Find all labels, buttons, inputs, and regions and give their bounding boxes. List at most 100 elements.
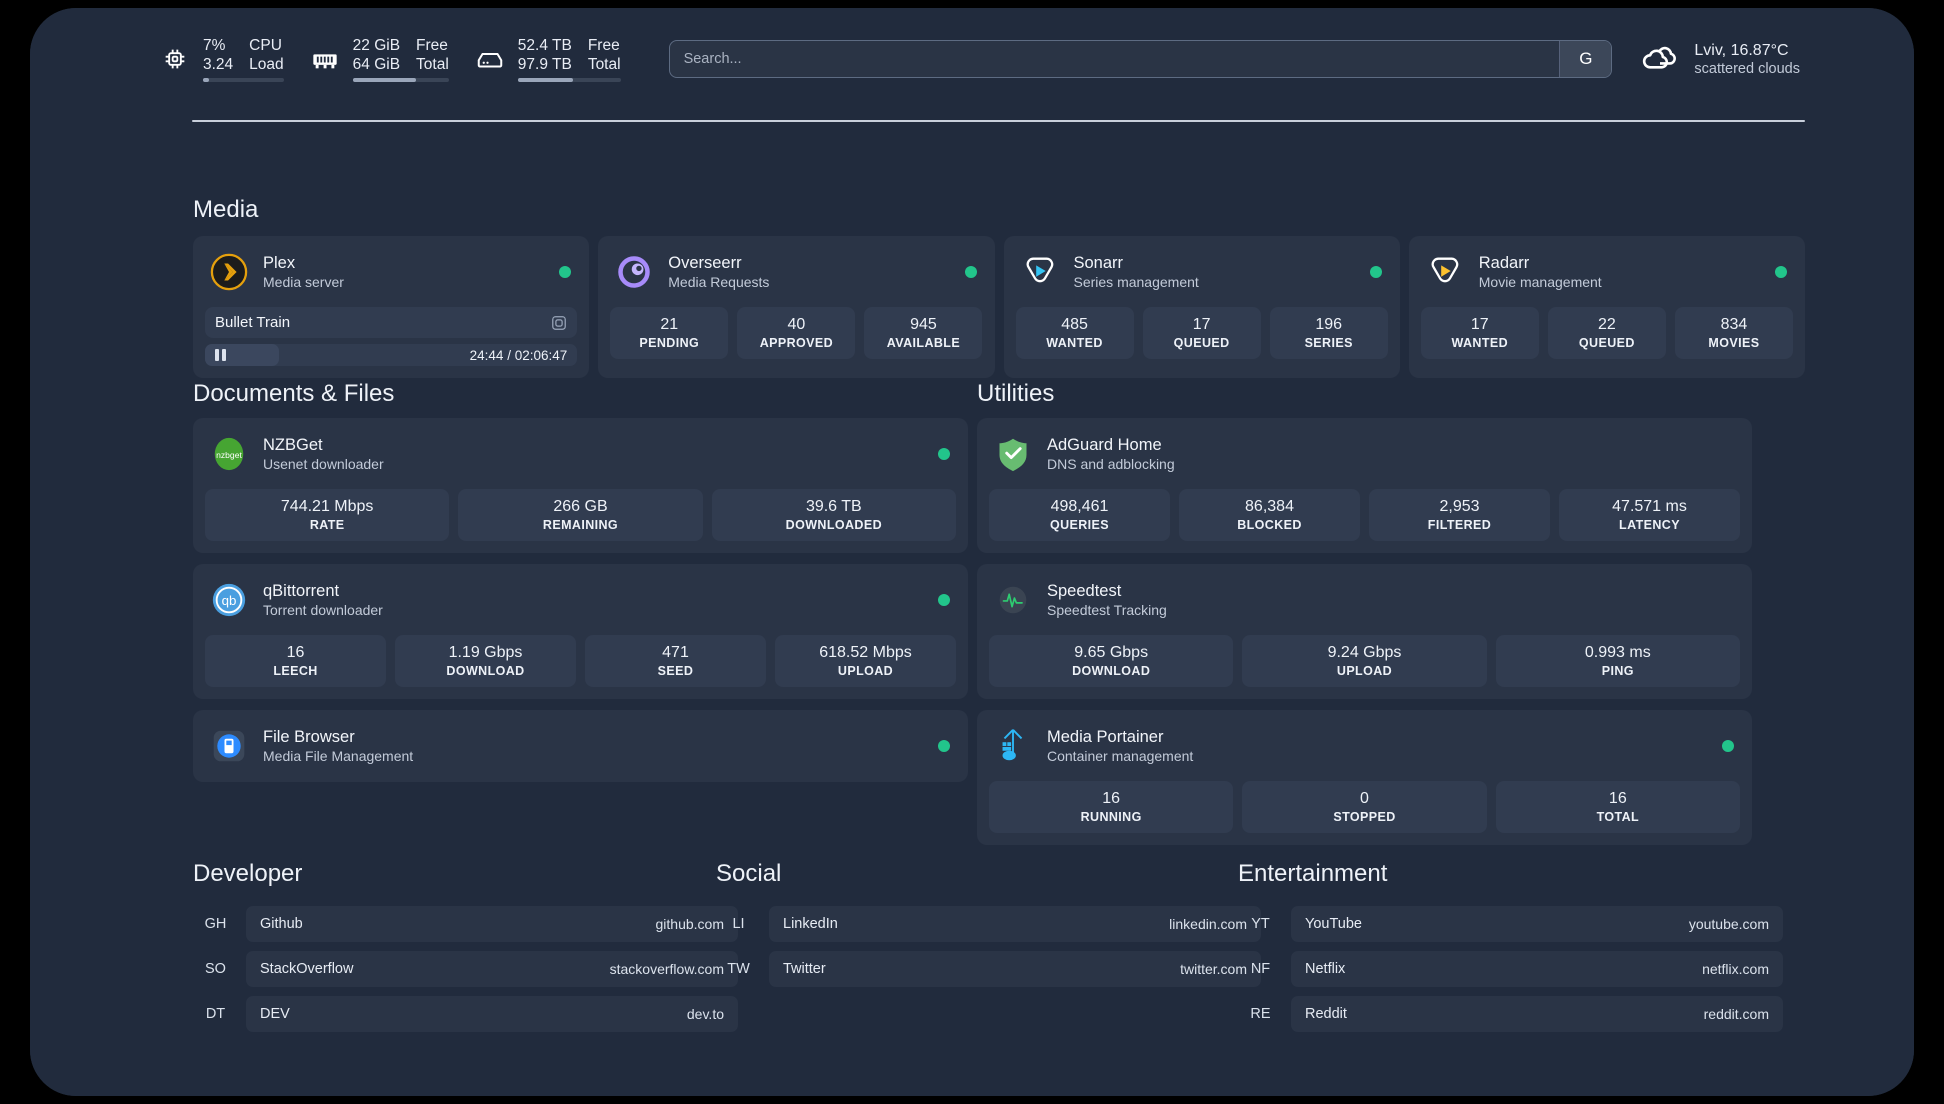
service-card-radarr[interactable]: Radarr Movie management 17 WANTED 22 QUE… — [1408, 236, 1805, 378]
service-card-file-browser[interactable]: File Browser Media File Management — [193, 710, 968, 782]
disk-stat-group: 52.4 TB 97.9 TB Free Total — [475, 36, 621, 82]
stat-label: RATE — [309, 518, 345, 532]
stat-value: 196 — [1315, 316, 1343, 333]
sonarr-icon — [1020, 252, 1060, 292]
bookmark-item[interactable]: YT YouTube youtube.com — [1238, 906, 1783, 942]
service-card-nzbget[interactable]: nzbget NZBGet Usenet downloader 744.21 M… — [193, 418, 968, 553]
bookmark-item[interactable]: TW Twitter twitter.com — [716, 951, 1261, 987]
status-badge — [559, 266, 572, 278]
cast-icon[interactable] — [551, 315, 567, 331]
stat-value: 1.19 Gbps — [448, 644, 523, 661]
plex-icon — [209, 252, 249, 292]
stat-value: 471 — [662, 644, 689, 661]
memory-label-bottom: Total — [416, 56, 449, 73]
disk-label-bottom: Total — [587, 56, 621, 73]
search-input[interactable] — [669, 41, 1560, 77]
bookmark-link[interactable]: Github github.com — [246, 906, 738, 942]
playback-progress-bar[interactable]: 24:44 / 02:06:47 — [205, 344, 578, 366]
card-subtitle: Torrent downloader — [263, 602, 383, 618]
bookmark-name: DEV — [260, 1006, 290, 1022]
documents-column: nzbget NZBGet Usenet downloader 744.21 M… — [193, 418, 968, 782]
stat-value: 47.571 ms — [1612, 498, 1687, 515]
bookmark-item[interactable]: SO StackOverflow stackoverflow.com — [193, 951, 738, 987]
utilities-column: AdGuard Home DNS and adblocking 498,461 … — [977, 418, 1752, 845]
bookmark-link[interactable]: Twitter twitter.com — [769, 951, 1261, 987]
portainer-icon — [993, 726, 1033, 766]
search-bar[interactable]: G — [668, 40, 1613, 78]
stat-queued: 17 QUEUED — [1142, 307, 1261, 359]
stat-remaining: 266 GB REMAINING — [458, 489, 703, 541]
ram-icon — [310, 44, 340, 74]
stat-label: SERIES — [1304, 336, 1353, 350]
stat-label: LEECH — [273, 664, 318, 678]
google-icon[interactable]: G — [1559, 41, 1612, 77]
stat-pending: 21 PENDING — [610, 307, 729, 359]
disk-total-value: 97.9 TB — [517, 56, 572, 73]
stat-label: FILTERED — [1427, 518, 1492, 532]
stat-label: BLOCKED — [1237, 518, 1302, 532]
bookmark-link[interactable]: Reddit reddit.com — [1291, 996, 1783, 1032]
bookmark-group-title: Developer — [193, 860, 303, 887]
service-card-overseerr[interactable]: Overseerr Media Requests 21 PENDING 40 A… — [598, 236, 995, 378]
bookmark-link[interactable]: DEV dev.to — [246, 996, 738, 1032]
stat-running: 16 RUNNING — [989, 781, 1234, 833]
stat-download: 1.19 Gbps DOWNLOAD — [395, 635, 576, 687]
bookmark-item[interactable]: LI LinkedIn linkedin.com — [716, 906, 1261, 942]
stat-download: 9.65 Gbps DOWNLOAD — [989, 635, 1234, 687]
stat-label: QUERIES — [1049, 518, 1110, 532]
bookmark-name: Twitter — [783, 961, 826, 977]
bookmark-link[interactable]: YouTube youtube.com — [1291, 906, 1783, 942]
card-stats-row: 9.65 Gbps DOWNLOAD 9.24 Gbps UPLOAD 0.99… — [989, 635, 1740, 687]
bookmark-url: twitter.com — [1180, 961, 1247, 977]
stat-value: 9.65 Gbps — [1074, 644, 1149, 661]
bookmark-item[interactable]: DT DEV dev.to — [193, 996, 738, 1032]
stat-value: 744.21 Mbps — [280, 498, 374, 515]
bookmark-group-entertainment: Entertainment YT YouTube youtube.com NF … — [1238, 860, 1783, 1041]
card-stats-row: 16 RUNNING 0 STOPPED 16 TOTAL — [989, 781, 1740, 833]
section-title-media: Media — [193, 196, 259, 223]
card-title: Sonarr — [1073, 254, 1124, 272]
overseerr-icon — [614, 252, 654, 292]
speedtest-icon — [993, 580, 1033, 620]
bookmark-item[interactable]: GH Github github.com — [193, 906, 738, 942]
bookmark-link[interactable]: Netflix netflix.com — [1291, 951, 1783, 987]
stat-value: 16 — [1608, 790, 1627, 807]
bookmark-link[interactable]: StackOverflow stackoverflow.com — [246, 951, 738, 987]
stat-wanted: 485 WANTED — [1015, 307, 1134, 359]
stat-ping: 0.993 ms PING — [1495, 635, 1740, 687]
pause-icon[interactable] — [215, 349, 226, 361]
stat-label: REMAINING — [542, 518, 619, 532]
bookmark-item[interactable]: NF Netflix netflix.com — [1238, 951, 1783, 987]
bookmark-abbr: SO — [205, 961, 226, 977]
stat-seed: 471 SEED — [585, 635, 766, 687]
card-title: NZBGet — [263, 436, 323, 454]
bookmark-abbr: TW — [727, 961, 750, 977]
status-badge — [1722, 740, 1734, 752]
now-playing-row[interactable]: Bullet Train — [205, 307, 578, 338]
bookmark-item[interactable]: RE Reddit reddit.com — [1238, 996, 1783, 1032]
cpu-usage-bar — [203, 78, 284, 82]
card-stats-row: 16 LEECH 1.19 Gbps DOWNLOAD 471 SEED 618… — [205, 635, 956, 687]
bookmark-url: netflix.com — [1702, 961, 1769, 977]
stat-movies: 834 MOVIES — [1674, 307, 1793, 359]
card-stats-row: 21 PENDING 40 APPROVED 945 AVAILABLE — [610, 307, 983, 359]
service-card-adguard-home[interactable]: AdGuard Home DNS and adblocking 498,461 … — [977, 418, 1752, 553]
card-title: qBittorrent — [263, 582, 340, 600]
adguard-icon — [993, 434, 1033, 474]
bookmark-name: Github — [260, 916, 303, 932]
service-card-speedtest[interactable]: Speedtest Speedtest Tracking 9.65 Gbps D… — [977, 564, 1752, 699]
service-card-sonarr[interactable]: Sonarr Series management 485 WANTED 17 Q… — [1003, 236, 1400, 378]
section-title-documents: Documents & Files — [193, 380, 395, 407]
svg-text:nzbget: nzbget — [216, 450, 242, 460]
stat-value: 0.993 ms — [1584, 644, 1651, 661]
cpu-label-bottom: Load — [249, 56, 284, 73]
service-card-media-portainer[interactable]: Media Portainer Container management 16 … — [977, 710, 1752, 845]
stat-value: 86,384 — [1245, 498, 1294, 515]
bookmark-link[interactable]: LinkedIn linkedin.com — [769, 906, 1261, 942]
service-card-qbittorrent[interactable]: qb qBittorrent Torrent downloader 16 LEE… — [193, 564, 968, 699]
service-card-plex[interactable]: Plex Media server Bullet Train 24:44 / 0… — [193, 236, 590, 378]
stat-value: 498,461 — [1050, 498, 1109, 515]
nzbget-icon: nzbget — [209, 434, 249, 474]
card-subtitle: Speedtest Tracking — [1047, 602, 1167, 618]
stat-value: 485 — [1061, 316, 1088, 333]
